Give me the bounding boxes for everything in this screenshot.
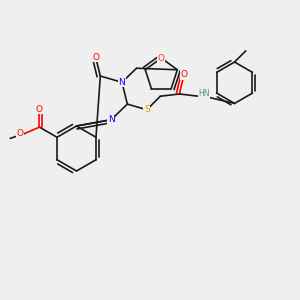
Text: O: O xyxy=(92,53,99,62)
Text: O: O xyxy=(36,105,43,114)
Text: S: S xyxy=(144,105,150,114)
Text: O: O xyxy=(16,129,23,138)
Text: N: N xyxy=(118,78,125,87)
Text: HN: HN xyxy=(199,89,210,98)
Text: O: O xyxy=(180,70,188,80)
Text: N: N xyxy=(108,115,115,124)
Text: O: O xyxy=(158,54,165,63)
